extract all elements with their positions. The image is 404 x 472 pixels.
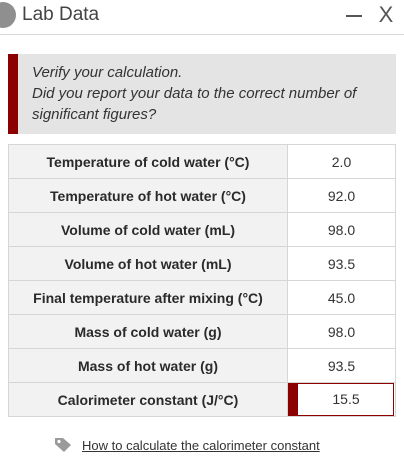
answer-cell[interactable]: 15.5 <box>287 382 396 417</box>
answer-border <box>288 383 394 416</box>
row-label: Final temperature after mixing (°C) <box>8 280 288 315</box>
row-label: Temperature of hot water (°C) <box>8 178 288 213</box>
close-button[interactable]: X <box>378 2 394 27</box>
callout-message: Verify your calculation. Did you report … <box>32 62 382 125</box>
table-row: Volume of cold water (mL) 98.0 <box>8 212 396 247</box>
row-value: 98.0 <box>287 314 396 349</box>
window-title: Lab Data <box>22 4 100 25</box>
row-label: Temperature of cold water (°C) <box>8 144 288 179</box>
table-row: Mass of hot water (g) 93.5 <box>8 348 396 383</box>
row-value: 93.5 <box>287 246 396 281</box>
tag-icon <box>55 438 71 452</box>
row-value: 92.0 <box>287 178 396 213</box>
answer-value: 15.5 <box>332 391 360 407</box>
table-row: Volume of hot water (mL) 93.5 <box>8 246 396 281</box>
row-label: Mass of cold water (g) <box>8 314 288 349</box>
app-icon <box>0 2 16 28</box>
table-row: Final temperature after mixing (°C) 45.0 <box>8 280 396 315</box>
table-row: Temperature of cold water (°C) 2.0 <box>8 144 396 179</box>
callout-line-1: Verify your calculation. <box>32 64 183 81</box>
table-row: Calorimeter constant (J/°C) 15.5 <box>8 382 396 417</box>
feedback-callout: Verify your calculation. Did you report … <box>8 54 396 134</box>
calorimeter-constant-input[interactable]: 15.5 <box>288 383 394 416</box>
incorrect-flag <box>288 383 298 416</box>
lab-data-table: Temperature of cold water (°C) 2.0 Tempe… <box>8 144 396 417</box>
table-row: Mass of cold water (g) 98.0 <box>8 314 396 349</box>
table-row: Temperature of hot water (°C) 92.0 <box>8 178 396 213</box>
row-value: 93.5 <box>287 348 396 383</box>
row-value: 45.0 <box>287 280 396 315</box>
title-bar: Lab Data X <box>0 0 404 35</box>
row-label: Mass of hot water (g) <box>8 348 288 383</box>
row-value: 2.0 <box>287 144 396 179</box>
callout-line-2: Did you report your data to the correct … <box>32 85 357 123</box>
row-label: Calorimeter constant (J/°C) <box>8 382 288 417</box>
minimize-button[interactable] <box>343 0 363 30</box>
row-label: Volume of cold water (mL) <box>8 212 288 247</box>
callout-accent-bar <box>8 54 18 134</box>
calorimeter-help-link[interactable]: How to calculate the calorimeter constan… <box>82 438 320 453</box>
row-value: 98.0 <box>287 212 396 247</box>
minimize-icon <box>346 15 362 17</box>
row-label: Volume of hot water (mL) <box>8 246 288 281</box>
